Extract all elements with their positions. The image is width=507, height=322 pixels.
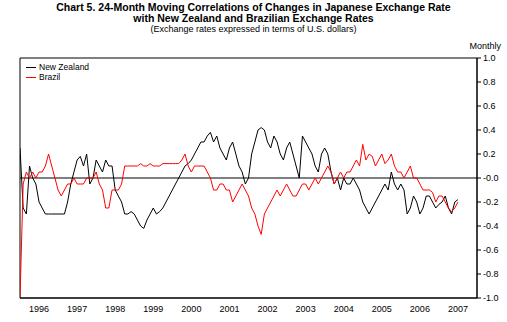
svg-text:2002: 2002: [258, 304, 278, 314]
svg-text:0.8: 0.8: [483, 77, 496, 87]
svg-text:2000: 2000: [181, 304, 201, 314]
svg-text:2003: 2003: [296, 304, 316, 314]
svg-text:1.0: 1.0: [483, 53, 496, 63]
svg-text:-0.2: -0.2: [483, 197, 499, 207]
svg-text:1997: 1997: [67, 304, 87, 314]
svg-text:-0.8: -0.8: [483, 269, 499, 279]
svg-text:-0.4: -0.4: [483, 221, 499, 231]
svg-text:2001: 2001: [219, 304, 239, 314]
html-text:New Zealand: New Zealand: [39, 62, 90, 72]
svg-text:0.2: 0.2: [483, 149, 496, 159]
svg-text:1998: 1998: [105, 304, 125, 314]
html-text:(Exchange rates expressed in t: (Exchange rates expressed in terms of U.…: [150, 24, 357, 34]
svg-text:2004: 2004: [334, 304, 354, 314]
svg-text:2007: 2007: [448, 304, 468, 314]
html-text:with New Zealand and Brazilian: with New Zealand and Brazilian Exchange …: [133, 12, 374, 24]
html-text:Brazil: Brazil: [39, 72, 61, 82]
svg-text:0.6: 0.6: [483, 101, 496, 111]
svg-text:2005: 2005: [372, 304, 392, 314]
svg-text:-0.6: -0.6: [483, 245, 499, 255]
html-text:Chart 5. 24-Month Moving Corre: Chart 5. 24-Month Moving Correlations of…: [56, 1, 451, 13]
svg-text:1996: 1996: [29, 304, 49, 314]
svg-text:0.4: 0.4: [483, 125, 496, 135]
html-text:Monthly: Monthly: [469, 41, 501, 51]
svg-text:-1.0: -1.0: [483, 293, 499, 303]
svg-text:-0.0: -0.0: [483, 173, 499, 183]
svg-text:1999: 1999: [143, 304, 163, 314]
svg-text:2006: 2006: [410, 304, 430, 314]
